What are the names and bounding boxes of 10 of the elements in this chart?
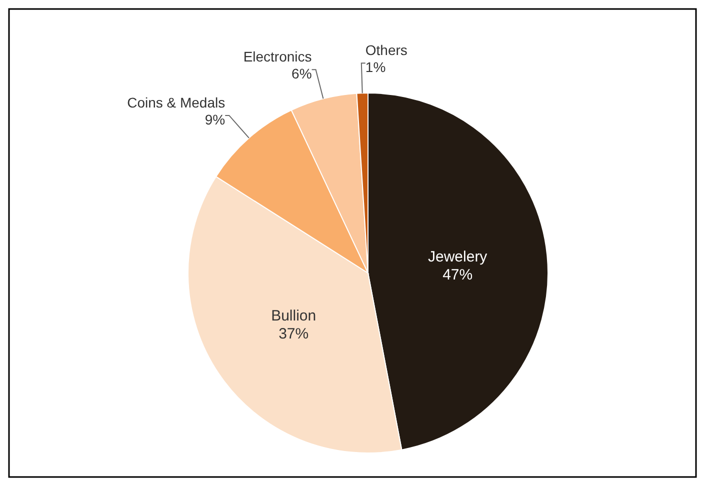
slice-label: Bullion: [271, 308, 316, 325]
slice-label: Others: [365, 42, 408, 58]
data-label: 1%: [365, 58, 386, 75]
data-label: 37%: [278, 326, 309, 343]
slice-label: Coins & Medals: [127, 94, 226, 110]
data-label: 6%: [292, 65, 312, 82]
data-label: 9%: [204, 111, 226, 128]
data-label: 47%: [442, 266, 473, 284]
slice-label: Electronics: [243, 48, 312, 65]
slice-label: Jewelery: [428, 248, 488, 266]
